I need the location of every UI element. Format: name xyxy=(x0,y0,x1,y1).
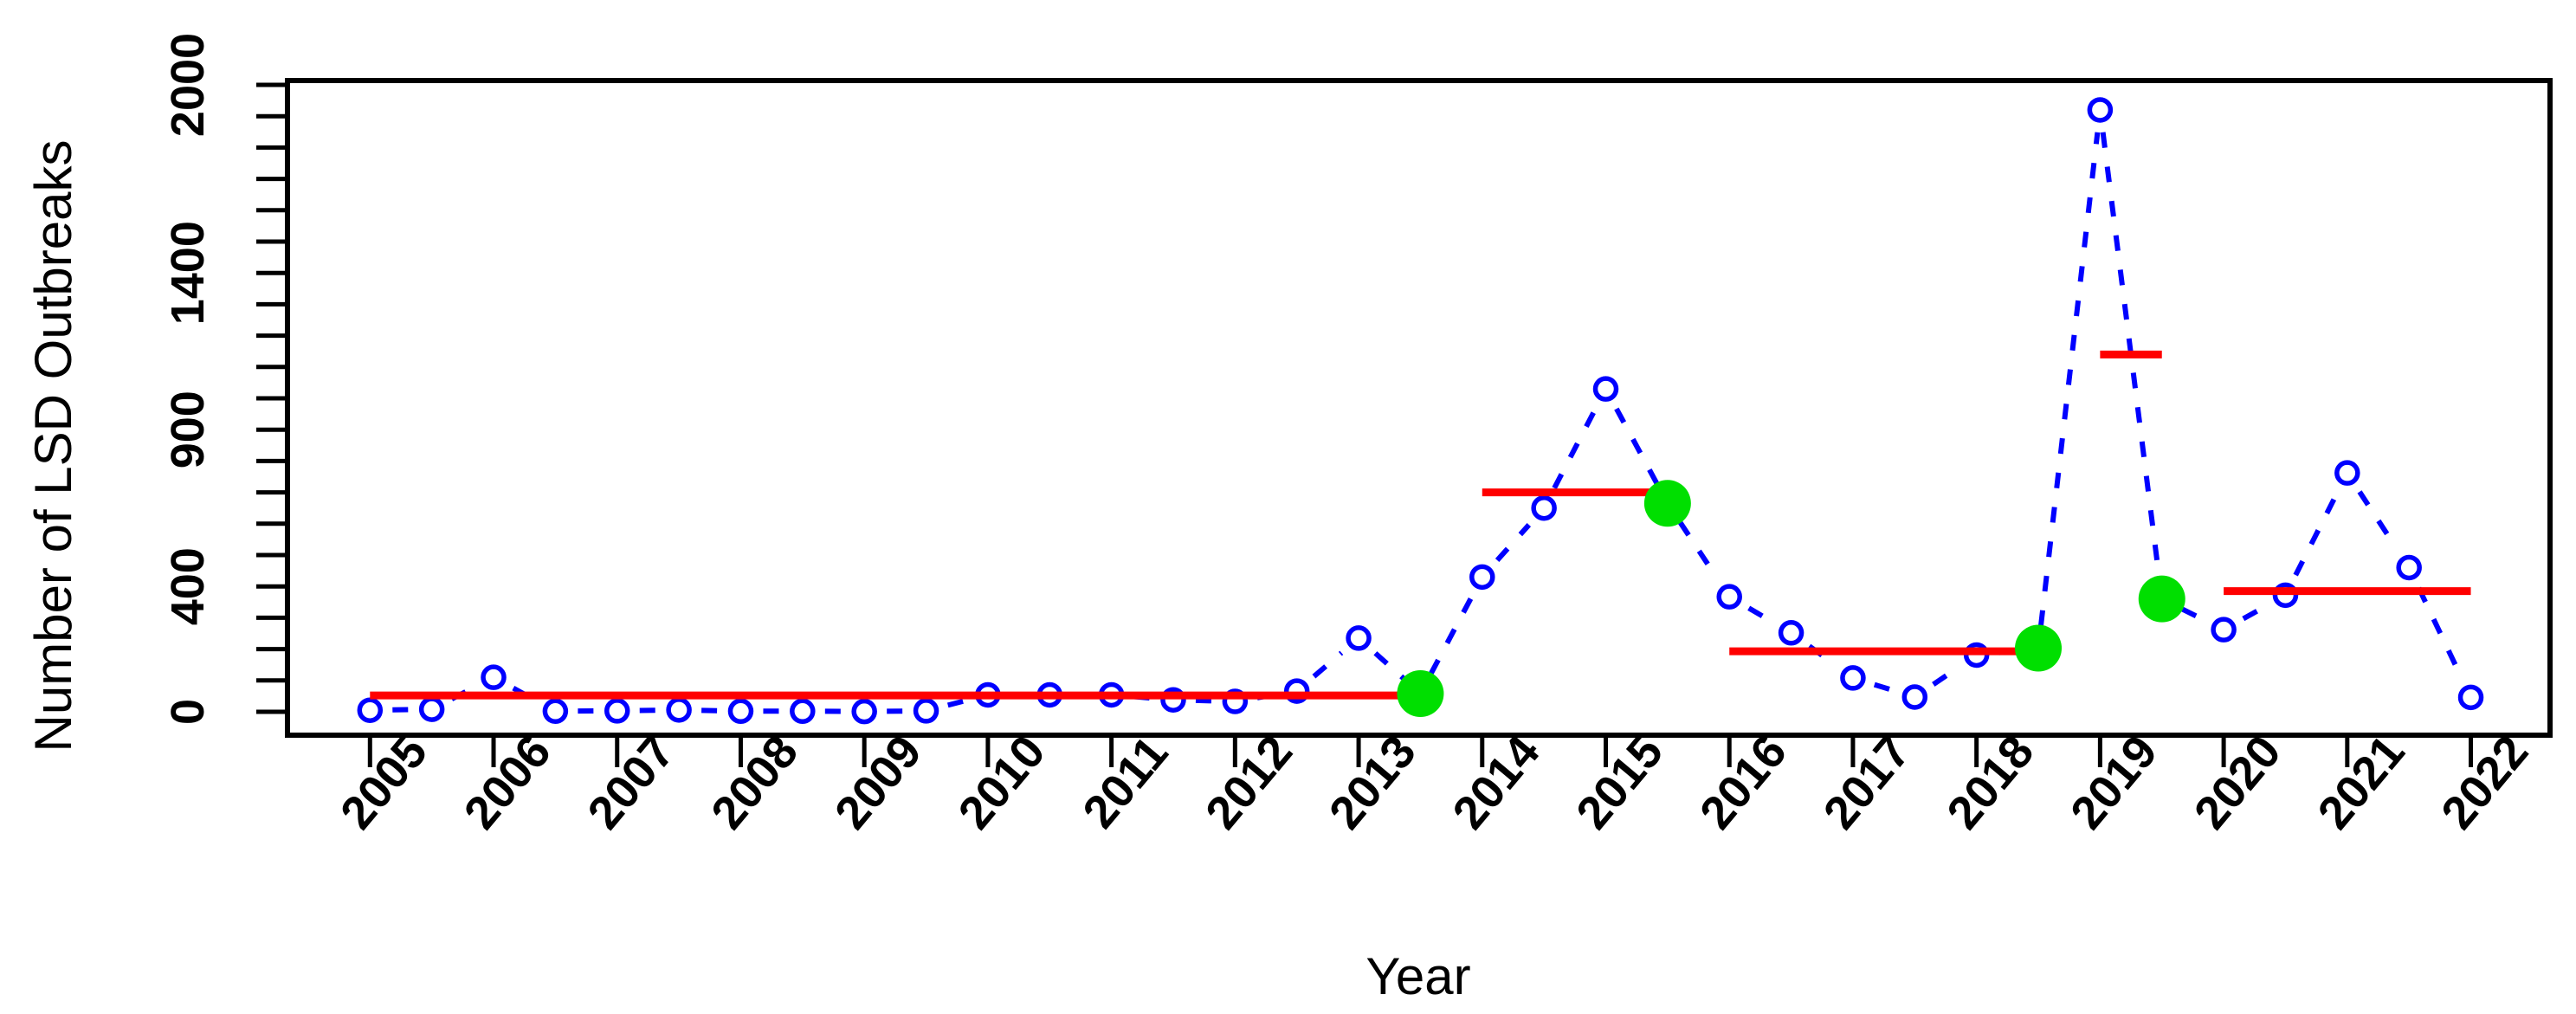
data-point xyxy=(1901,684,1928,710)
series-connector xyxy=(946,698,967,708)
data-point xyxy=(1469,564,1495,591)
data-point xyxy=(666,697,692,723)
x-tick-label: 2018 xyxy=(1937,726,2043,839)
data-point xyxy=(1531,494,1557,521)
changepoint-dot xyxy=(2138,575,2185,623)
data-point xyxy=(1716,584,1742,610)
data-point xyxy=(1222,688,1249,714)
data-point xyxy=(2211,617,2237,643)
y-tick-label: 2000 xyxy=(162,33,214,137)
y-axis-title: Number of LSD Outbreaks xyxy=(24,140,82,752)
changepoint-dot xyxy=(1397,670,1444,718)
x-tick-label: 2012 xyxy=(1196,726,1302,839)
series-connector xyxy=(1312,650,1344,679)
data-point xyxy=(727,698,754,725)
y-tick-label: 1400 xyxy=(162,221,214,325)
series-connector xyxy=(1373,651,1406,681)
series-connector xyxy=(2038,132,2101,627)
data-point xyxy=(418,696,445,722)
data-point xyxy=(2087,97,2114,123)
data-point xyxy=(913,698,939,724)
data-point xyxy=(1840,665,1866,691)
series-connector xyxy=(1552,407,1598,490)
data-point xyxy=(1346,625,1372,651)
x-tick-label: 2022 xyxy=(2431,726,2538,839)
x-tick-label: 2011 xyxy=(1073,727,1178,837)
x-tick-label: 2015 xyxy=(1566,726,1673,839)
x-tick-label: 2019 xyxy=(2061,726,2167,839)
data-point xyxy=(1778,620,1804,646)
x-tick-label: 2005 xyxy=(331,726,437,839)
x-tick-label: 2006 xyxy=(455,726,561,839)
series-connector xyxy=(1747,605,1773,624)
x-tick-label: 2008 xyxy=(701,726,808,839)
y-tick-label: 400 xyxy=(162,547,214,625)
data-point xyxy=(1592,376,1619,402)
series-connector xyxy=(1614,407,1660,485)
plot-box xyxy=(285,78,2553,738)
data-point xyxy=(1160,687,1186,713)
x-tick-label: 2014 xyxy=(1443,726,1549,839)
data-point xyxy=(357,697,384,723)
x-tick-label: 2009 xyxy=(825,726,932,839)
data-point xyxy=(2396,554,2422,581)
y-tick-label: 900 xyxy=(162,391,214,468)
series-connector xyxy=(2293,492,2340,577)
series-connector xyxy=(2242,604,2268,622)
changepoint-dot xyxy=(2015,624,2063,672)
x-tick-label: 2020 xyxy=(2185,726,2291,839)
series-connector xyxy=(2357,490,2399,551)
x-tick-label: 2016 xyxy=(1690,726,1797,839)
series-connector xyxy=(1677,520,1720,580)
data-point xyxy=(851,698,877,725)
series-connector xyxy=(1428,595,1475,675)
series-connector xyxy=(2416,586,2464,679)
data-point xyxy=(542,698,569,725)
x-tick-label: 2017 xyxy=(1814,726,1921,839)
data-point xyxy=(2272,582,2299,609)
changepoint-dot xyxy=(1643,480,1691,527)
series-connector xyxy=(1873,681,1895,694)
y-tick-label: 0 xyxy=(162,699,214,725)
series-connector xyxy=(1932,665,1959,687)
x-tick-label: 2007 xyxy=(578,726,684,839)
x-axis-title: Year xyxy=(1365,947,1470,1005)
x-tick-label: 2021 xyxy=(2308,726,2414,839)
series-connector xyxy=(2180,606,2205,623)
x-tick-label: 2010 xyxy=(949,726,1056,839)
data-point xyxy=(2457,684,2484,711)
series-connector xyxy=(1495,523,1532,562)
data-point xyxy=(481,664,507,690)
data-point xyxy=(2334,460,2360,486)
x-tick-label: 2013 xyxy=(1320,726,1426,839)
data-point xyxy=(1283,678,1310,704)
data-point xyxy=(604,698,630,724)
data-point xyxy=(790,698,816,725)
series-connector xyxy=(2100,132,2162,578)
